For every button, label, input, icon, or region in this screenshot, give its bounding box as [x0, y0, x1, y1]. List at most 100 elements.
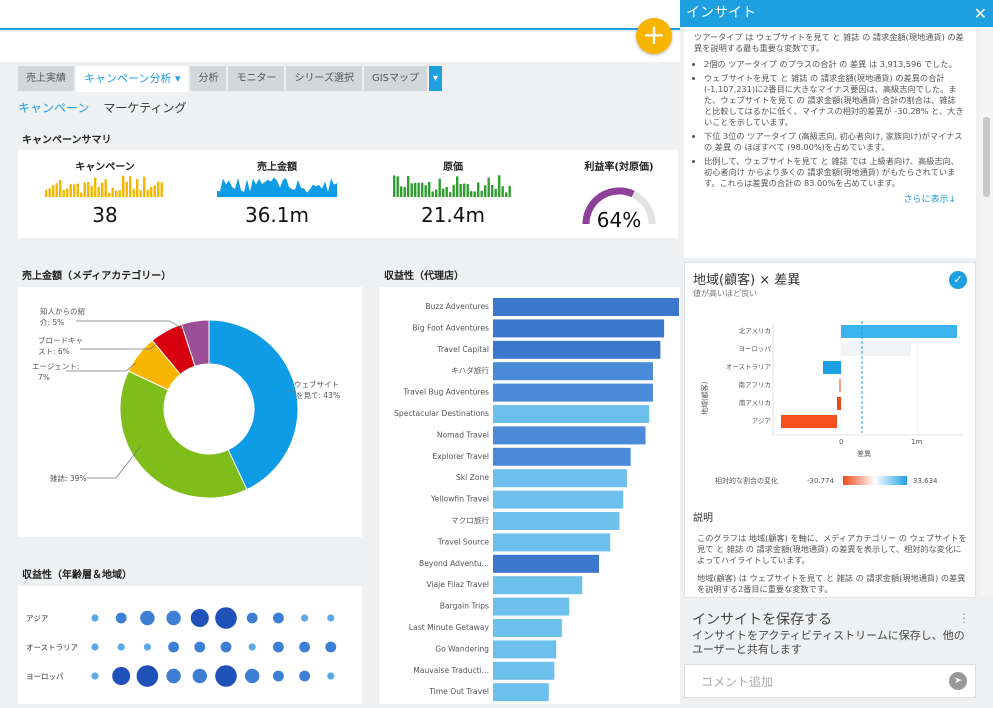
- scroll-thumb[interactable]: [983, 117, 990, 197]
- spark-bar: [452, 184, 455, 197]
- spark-bar: [146, 189, 149, 197]
- bar: [493, 533, 611, 552]
- insight-intro: ツアータイプ は ウェブサイトを見て と 雑誌 の 請求金額(現地通貨) の差異…: [694, 32, 964, 53]
- spark-bar: [136, 179, 139, 197]
- tab-campaign[interactable]: キャンペーン分析 ▾: [76, 66, 189, 92]
- comment-input[interactable]: コメント追加 ➤: [684, 664, 976, 698]
- kpi-sales[interactable]: 売上金額 36.1m: [212, 158, 342, 227]
- bubble: [327, 672, 335, 680]
- bubble: [91, 672, 99, 680]
- spark-bar: [508, 185, 511, 197]
- spark-bar: [435, 189, 438, 197]
- kpi-label: 原価: [443, 162, 463, 173]
- bar: [493, 512, 620, 530]
- spark-bar: [438, 178, 441, 197]
- bubble: [299, 670, 310, 682]
- variance-bar: [841, 343, 911, 356]
- spark-bar: [487, 177, 490, 197]
- bubble: [327, 614, 335, 622]
- spark-bar: [407, 176, 410, 197]
- check-icon[interactable]: ✓: [949, 271, 967, 289]
- tab-monitor[interactable]: モニター: [228, 66, 285, 91]
- tab-more-button[interactable]: ▾: [429, 66, 443, 91]
- tab-sales[interactable]: 売上実績: [18, 66, 74, 91]
- variance-bar: [781, 415, 837, 428]
- insight-point: 比例して、ウェブサイトを見て と 雑誌 では 上級者向け、高級志向、初心者向け …: [704, 156, 966, 189]
- spark-bar: [55, 183, 58, 197]
- comment-placeholder: コメント追加: [701, 675, 774, 689]
- bubble: [166, 610, 181, 626]
- bubble: [115, 612, 127, 624]
- bar-label: Time Out Travel: [428, 687, 489, 696]
- spark-bar: [139, 190, 142, 197]
- subnav-marketing[interactable]: マーケティング: [103, 101, 187, 115]
- panel-scrollbar[interactable]: [980, 27, 993, 597]
- tab-analysis[interactable]: 分析: [190, 66, 227, 91]
- tab-series[interactable]: シリーズ選択: [286, 66, 362, 91]
- bar-label: Travel Bug Adventures: [403, 388, 490, 397]
- kpi-campaign[interactable]: キャンペーン 38: [40, 158, 170, 227]
- chart2-tick: 0: [839, 438, 843, 446]
- bar-label: Beyond Adventu...: [419, 559, 489, 568]
- spark-bar: [480, 190, 483, 197]
- bubble: [246, 612, 258, 624]
- bar: [493, 447, 631, 466]
- chart2-category: オーストラリア: [726, 363, 772, 371]
- spark-bar: [101, 182, 104, 197]
- bar-label: Travel Source: [437, 537, 489, 546]
- tab-bar: 売上実績 キャンペーン分析 ▾ 分析 モニター シリーズ選択 GISマップ ▾: [18, 66, 444, 92]
- bar-label: Explorer Travel: [432, 452, 489, 461]
- bubble: [325, 641, 337, 653]
- donut-chart[interactable]: ウェブサイト を見て: 43% 雑誌: 39% エージェント: 7% ブロードキ…: [18, 287, 362, 537]
- bar-label: Last Minute Getaway: [409, 623, 490, 632]
- spark-bar: [62, 189, 65, 197]
- chart2-category: 北アメリカ: [739, 327, 771, 335]
- spark-bar: [104, 179, 107, 197]
- bars-card: Buzz Adventures Big Foot Adventures Travel…: [379, 287, 680, 704]
- spark-bar: [463, 183, 466, 197]
- send-icon[interactable]: ➤: [949, 672, 967, 690]
- bubble: [112, 667, 131, 685]
- insight-summary: ツアータイプ は ウェブサイトを見て と 雑誌 の 請求金額(現地通貨) の差異…: [684, 27, 976, 258]
- bubble: [273, 670, 284, 682]
- add-button[interactable]: +: [636, 18, 672, 54]
- bubble: [245, 668, 260, 684]
- bubbles-title: 収益性（年齢層＆地域）: [22, 570, 132, 581]
- bubble: [192, 668, 207, 684]
- gauge-margin: [582, 187, 656, 224]
- bar: [493, 405, 650, 423]
- spark-bar: [410, 183, 413, 197]
- spark-bar: [94, 177, 97, 197]
- bar-label: Yellowfin Travel: [430, 495, 489, 504]
- bar: [493, 319, 665, 338]
- bar-label: キハダ旅行: [451, 365, 489, 375]
- spark-bar: [87, 181, 90, 197]
- tab-gis[interactable]: GISマップ: [363, 66, 428, 91]
- desc-text: このグラフは 地域(顧客) を軸に、メディアカテゴリー の ウェブサイトを見て …: [697, 533, 967, 565]
- more-vert-icon[interactable]: ⋮: [958, 611, 970, 625]
- desc-title: 説明: [693, 513, 713, 524]
- bubble-row-label: ヨーロッパ: [26, 672, 64, 681]
- kpi-cost[interactable]: 原価 21.4m: [388, 158, 518, 227]
- bubble: [117, 643, 125, 651]
- bubble: [143, 643, 151, 651]
- bubble: [194, 641, 206, 653]
- show-more-link[interactable]: さらに表示↓: [903, 195, 956, 205]
- close-icon[interactable]: ✕: [973, 4, 987, 23]
- spark-bar: [157, 181, 160, 197]
- bubble: [166, 668, 181, 684]
- spark-bar: [45, 189, 48, 197]
- bubble: [168, 641, 180, 653]
- bar-label: Big Foot Adventures: [412, 323, 489, 332]
- kpi-value: 36.1m: [244, 203, 309, 227]
- bar: [493, 554, 600, 573]
- spark-bar: [459, 183, 462, 197]
- sparkline-cost: [393, 175, 511, 197]
- spark-bar: [48, 188, 51, 197]
- kpi-margin[interactable]: 利益率(対原価) 64%: [564, 158, 674, 232]
- donut-slice: [119, 370, 248, 499]
- bar-chart[interactable]: Buzz Adventures Big Foot Adventures Travel…: [379, 287, 680, 704]
- subnav-campaign[interactable]: キャンペーン: [18, 101, 90, 115]
